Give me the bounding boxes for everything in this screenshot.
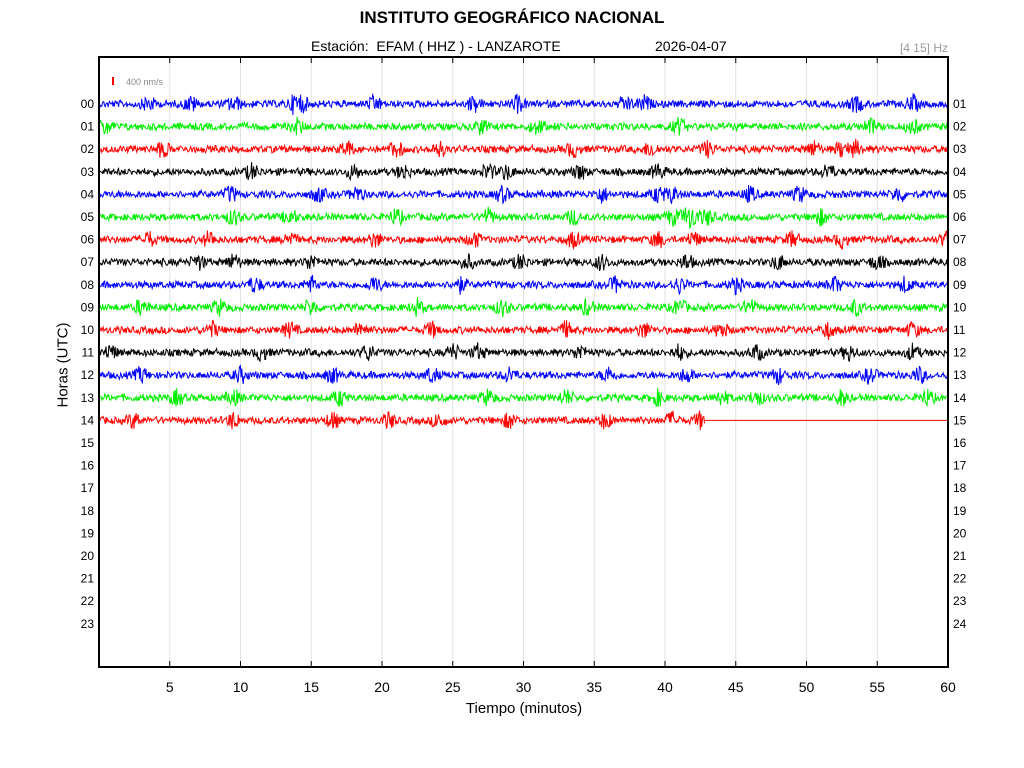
seismic-trace-hour-02 <box>98 138 948 159</box>
hour-label-left: 23 <box>81 617 95 631</box>
hour-label-right: 17 <box>953 459 967 473</box>
hour-label-left: 13 <box>81 391 95 405</box>
hour-label-left: 02 <box>81 142 95 156</box>
hour-label-left: 20 <box>81 549 95 563</box>
hour-label-left: 04 <box>81 187 95 201</box>
x-tick-label: 50 <box>799 679 815 695</box>
hour-label-left: 15 <box>81 436 95 450</box>
hour-label-left: 16 <box>81 459 95 473</box>
hour-label-right: 14 <box>953 391 967 405</box>
hour-label-right: 18 <box>953 481 967 495</box>
seismic-trace-hour-00 <box>98 92 948 116</box>
hour-label-right: 13 <box>953 368 967 382</box>
seismic-trace-hour-06 <box>98 230 948 251</box>
hour-label-right: 22 <box>953 572 967 586</box>
hour-label-left: 21 <box>81 572 95 586</box>
station-subtitle: Estación: EFAM ( HHZ ) - LANZAROTE <box>311 38 561 54</box>
hour-label-left: 07 <box>81 255 95 269</box>
hour-label-right: 12 <box>953 346 967 360</box>
seismic-trace-hour-12 <box>98 364 948 386</box>
seismic-trace-hour-09 <box>98 296 948 318</box>
hour-label-left: 19 <box>81 526 95 540</box>
hour-label-right: 21 <box>953 549 967 563</box>
hour-label-right: 11 <box>953 323 966 337</box>
x-tick-label: 10 <box>233 679 249 695</box>
hour-label-right: 01 <box>953 97 967 111</box>
hour-label-left: 14 <box>81 413 95 427</box>
hour-label-right: 23 <box>953 594 967 608</box>
date-label: 2026-04-07 <box>655 38 727 54</box>
seismic-trace-hour-07 <box>98 253 948 272</box>
hour-label-right: 07 <box>953 233 967 247</box>
hour-label-left: 09 <box>81 300 95 314</box>
hour-label-left: 12 <box>81 368 95 382</box>
hour-label-right: 03 <box>953 142 967 156</box>
x-tick-label: 30 <box>516 679 532 695</box>
chart-title: INSTITUTO GEOGRÁFICO NACIONAL <box>359 8 665 27</box>
hour-label-left: 08 <box>81 278 95 292</box>
seismic-trace-hour-10 <box>98 319 948 341</box>
hour-label-left: 10 <box>81 323 95 337</box>
seismic-trace-hour-01 <box>98 116 948 136</box>
hour-label-right: 20 <box>953 526 967 540</box>
hour-label-left: 18 <box>81 504 95 518</box>
x-tick-label: 5 <box>166 679 174 695</box>
hour-label-right: 06 <box>953 210 967 224</box>
x-axis-label: Tiempo (minutos) <box>465 700 583 717</box>
hour-label-left: 00 <box>81 97 95 111</box>
seismic-trace-hour-05 <box>98 206 948 230</box>
hour-label-right: 19 <box>953 504 967 518</box>
frequency-band-label: [4 15] Hz <box>899 41 948 55</box>
hour-label-right: 09 <box>953 278 967 292</box>
hour-label-right: 10 <box>953 300 967 314</box>
hour-label-left: 22 <box>81 594 95 608</box>
seismic-trace-hour-03 <box>98 162 948 182</box>
hour-label-right: 16 <box>953 436 967 450</box>
seismic-trace-hour-04 <box>98 184 948 205</box>
hour-label-right: 24 <box>953 617 967 631</box>
x-tick-label: 55 <box>869 679 885 695</box>
x-tick-label: 45 <box>728 679 744 695</box>
plot-frame <box>98 56 949 668</box>
hour-label-right: 04 <box>953 165 967 179</box>
hour-label-left: 03 <box>81 165 95 179</box>
hour-label-left: 05 <box>81 210 95 224</box>
x-tick-label: 60 <box>940 679 956 695</box>
hour-label-left: 06 <box>81 233 95 247</box>
scale-bar-label: 400 nm/s <box>126 77 164 87</box>
seismic-trace-hour-08 <box>98 274 948 296</box>
x-tick-label: 35 <box>586 679 602 695</box>
x-tick-label: 25 <box>445 679 461 695</box>
seismic-trace-hour-13 <box>98 388 948 408</box>
x-tick-label: 40 <box>657 679 673 695</box>
hour-label-right: 02 <box>953 120 967 134</box>
hour-label-right: 15 <box>953 413 967 427</box>
hour-label-left: 11 <box>82 346 95 360</box>
seismic-trace-hour-14 <box>98 410 705 431</box>
hour-label-left: 17 <box>81 481 95 495</box>
hour-label-left: 01 <box>81 120 95 134</box>
x-tick-label: 20 <box>374 679 390 695</box>
hour-label-right: 05 <box>953 187 967 201</box>
hour-label-right: 08 <box>953 255 967 269</box>
x-tick-label: 15 <box>303 679 319 695</box>
seismic-trace-hour-11 <box>98 342 948 363</box>
